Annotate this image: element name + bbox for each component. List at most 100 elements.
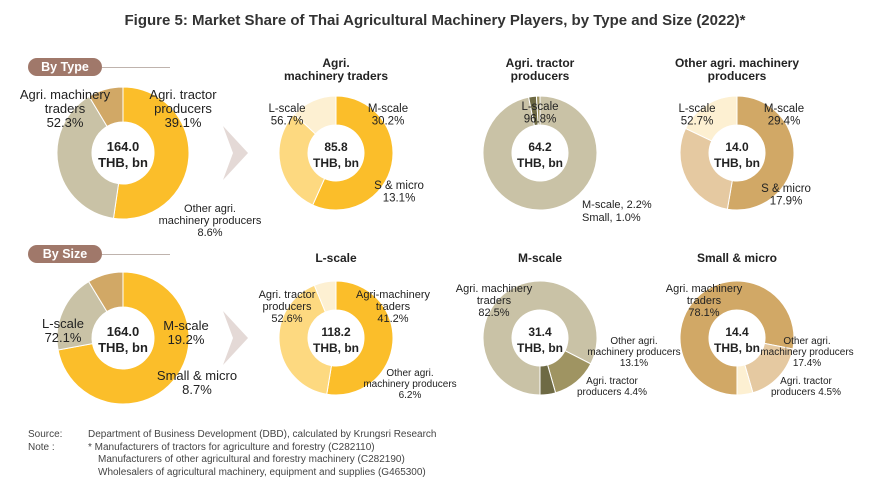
donut-chart: 118.2 THB, bn L-scale Agri. tractorproducer… xyxy=(259,251,457,401)
data-label: 78.1% xyxy=(688,307,719,319)
donut-slice xyxy=(679,127,733,210)
series-label: M-scale xyxy=(368,103,408,115)
data-label: 17.4% xyxy=(793,358,821,369)
section-label-by-type: By Type xyxy=(28,58,102,76)
donut-slice xyxy=(535,95,541,126)
donut-slice xyxy=(482,95,598,211)
donut-chart: 14.0 THB, bn Other agri. machineryproducer… xyxy=(675,56,811,211)
data-label: 6.2% xyxy=(399,390,422,401)
series-label: traders xyxy=(376,301,411,313)
center-unit: THB, bn xyxy=(714,341,760,355)
source-label: Source: xyxy=(28,429,63,440)
series-label: Agri. tractor xyxy=(586,376,638,387)
series-label: L-scale xyxy=(268,103,305,115)
donut-slice xyxy=(326,280,394,396)
donut-slice xyxy=(679,280,795,396)
source-text: Department of Business Development (DBD)… xyxy=(88,429,437,440)
center-total: 164.0 xyxy=(107,324,140,339)
donut-chart: 31.4 THB, bn M-scale Agri. machinerytraders… xyxy=(456,251,681,398)
chart-subtitle: Small & micro xyxy=(697,251,777,265)
center-total: 14.0 xyxy=(725,140,749,154)
note-line: * Manufacturers of tractors for agricult… xyxy=(88,441,375,453)
data-label: 52.6% xyxy=(271,313,302,325)
data-label: 29.4% xyxy=(768,116,801,128)
arrow-icon xyxy=(223,311,248,365)
series-label: Agri-machinery xyxy=(356,289,430,301)
donut-slice xyxy=(684,95,738,142)
series-label: Small & micro xyxy=(157,368,237,383)
chart-subtitle: producers xyxy=(511,69,570,83)
series-label: Agri. machinery xyxy=(456,283,533,295)
series-label: machinery producers xyxy=(159,215,262,227)
data-label: 41.2% xyxy=(377,313,408,325)
series-label: Other agri. xyxy=(386,368,433,379)
series-label: Other agri. xyxy=(184,203,236,215)
series-label: Agri. machinery xyxy=(20,87,111,102)
chart-subtitle: Agri. tractor xyxy=(506,56,575,70)
center-total: 14.4 xyxy=(725,325,749,339)
series-label: M-scale xyxy=(163,318,209,333)
series-label: Other agri. xyxy=(783,336,830,347)
section-label-by-size: By Size xyxy=(28,245,102,263)
center-unit: THB, bn xyxy=(517,341,563,355)
series-label: traders xyxy=(477,295,512,307)
data-label: Small, 1.0% xyxy=(582,212,641,224)
donut-slice xyxy=(482,280,598,396)
series-label: producers 4.4% xyxy=(577,387,647,398)
data-label: 82.5% xyxy=(478,307,509,319)
donut-slice xyxy=(57,271,190,405)
series-label: L-scale xyxy=(42,316,84,331)
series-label: producers 4.5% xyxy=(771,387,841,398)
data-label: 30.2% xyxy=(372,116,405,128)
chart-subtitle: Agri. xyxy=(322,56,349,70)
donut-chart: 14.4 THB, bn Small & micro Agri. machineryt… xyxy=(666,251,854,398)
center-total: 64.2 xyxy=(528,140,552,154)
data-label: 8.6% xyxy=(197,227,222,239)
data-label: 19.2% xyxy=(168,332,205,347)
center-unit: THB, bn xyxy=(98,155,148,170)
series-label: traders xyxy=(45,101,86,116)
chart-subtitle: Other agri. machinery xyxy=(675,56,799,70)
chart-subtitle: L-scale xyxy=(315,251,357,265)
center-unit: THB, bn xyxy=(313,341,359,355)
chart-subtitle: machinery traders xyxy=(284,69,388,83)
series-label: Agri. tractor xyxy=(259,289,316,301)
series-label: machinery producers xyxy=(587,347,680,358)
donut-slice xyxy=(278,284,333,395)
center-total: 31.4 xyxy=(528,325,552,339)
data-label: 72.1% xyxy=(45,330,82,345)
center-total: 118.2 xyxy=(321,325,351,339)
donut-slice xyxy=(88,86,124,128)
series-label: L-scale xyxy=(521,101,558,113)
series-label: producers xyxy=(154,101,212,116)
series-label: machinery producers xyxy=(363,379,456,390)
data-label: 56.7% xyxy=(271,116,304,128)
series-label: Agri. machinery xyxy=(666,283,743,295)
center-total: 164.0 xyxy=(107,139,140,154)
donut-slice xyxy=(88,271,124,313)
series-label: Other agri. xyxy=(610,336,657,347)
center-unit: THB, bn xyxy=(313,156,359,170)
data-label: 96.8% xyxy=(524,114,557,126)
data-label: 13.1% xyxy=(383,193,416,205)
series-label: Agri. tractor xyxy=(149,87,217,102)
chart-title: Figure 5: Market Share of Thai Agricultu… xyxy=(124,12,746,29)
donut-slice xyxy=(112,86,190,220)
note-line: Manufacturers of other agricultural and … xyxy=(98,454,405,465)
note-label: Note : xyxy=(28,441,55,453)
data-label: M-scale, 2.2% xyxy=(582,199,652,211)
center-unit: THB, bn xyxy=(714,156,760,170)
series-label: traders xyxy=(687,295,722,307)
data-label: 39.1% xyxy=(165,115,202,130)
center-unit: THB, bn xyxy=(517,156,563,170)
data-label: 52.3% xyxy=(47,115,84,130)
donut-slice xyxy=(539,364,557,396)
arrow-icon xyxy=(223,126,248,180)
donut-slice xyxy=(293,95,337,135)
series-label: M-scale xyxy=(764,103,804,115)
center-unit: THB, bn xyxy=(98,340,148,355)
